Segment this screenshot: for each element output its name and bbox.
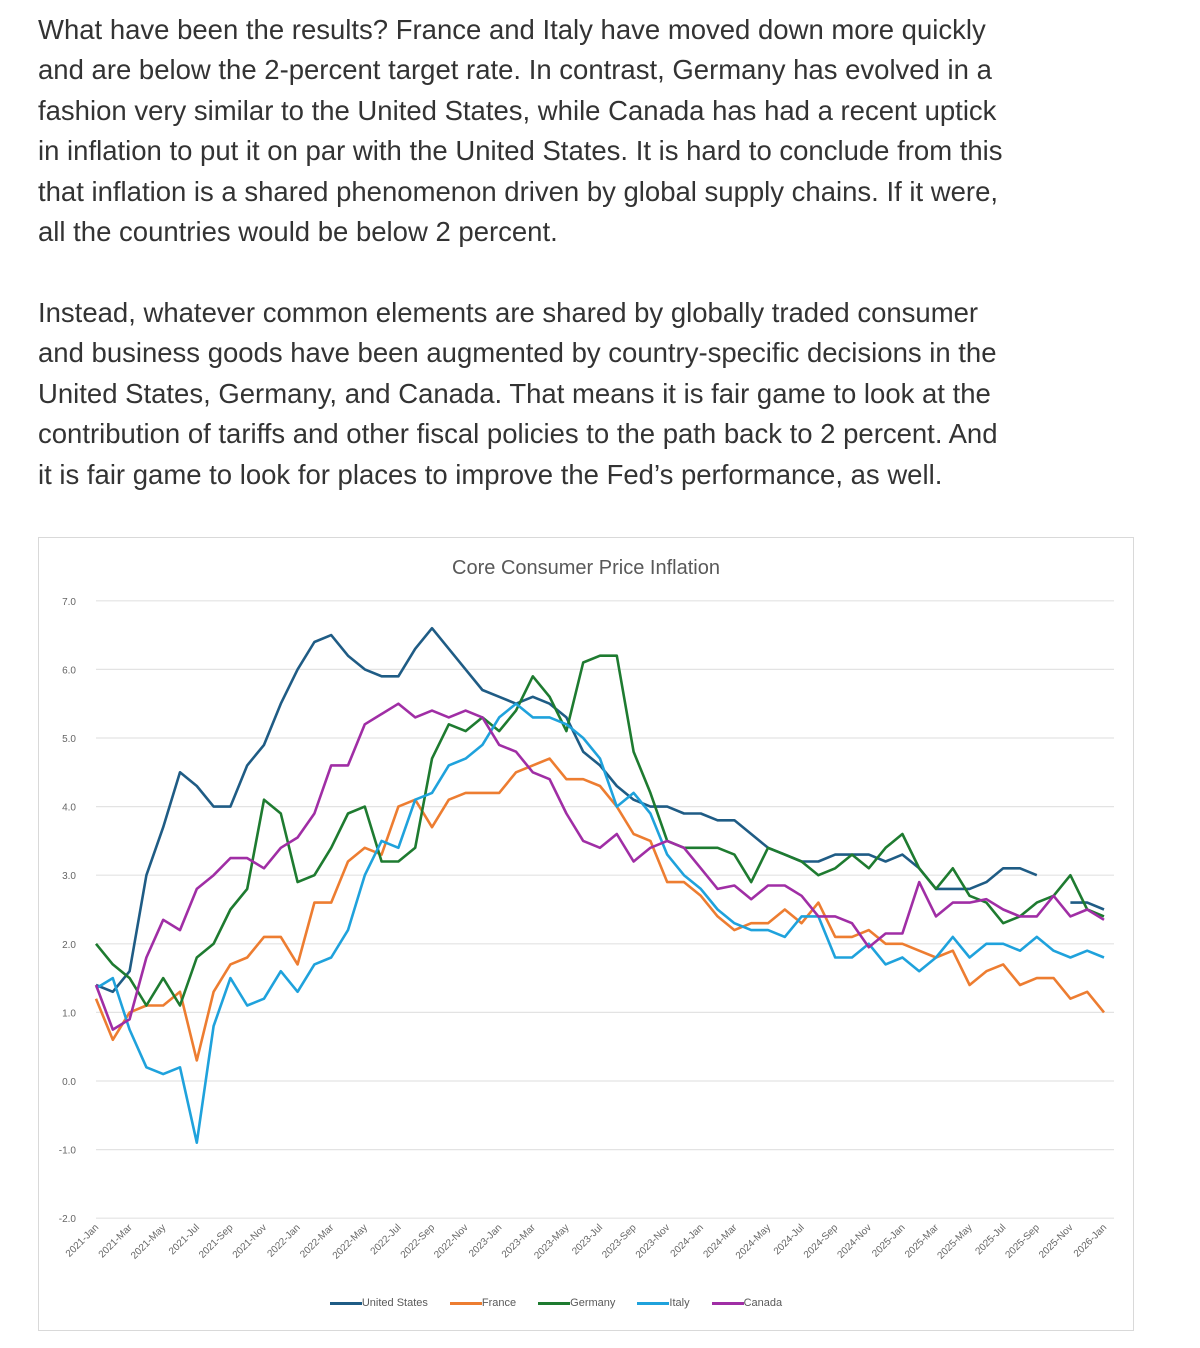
series-line <box>95 626 1038 994</box>
x-tick-label: 2021-Jan <box>64 1222 101 1259</box>
legend-item: Italy <box>637 1297 690 1309</box>
legend-item: United States <box>329 1297 428 1309</box>
text-line: it is fair game to look for places to im… <box>38 458 943 490</box>
text-line: United States, Germany, and Canada. That… <box>38 377 991 409</box>
x-tick-label: 2025-May <box>935 1222 974 1261</box>
x-tick-label: 2022-Jan <box>265 1222 302 1259</box>
chart-canvas: Core Consumer Price Inflation 7.0 6.0 5.0 4… <box>59 557 1114 1262</box>
y-tick-label: -1.0 <box>59 1146 77 1157</box>
y-tick-label: 1.0 <box>62 1008 76 1019</box>
legend-item: Canada <box>711 1297 783 1309</box>
y-tick-label: 3.0 <box>62 871 76 882</box>
y-tick-label: 4.0 <box>62 803 76 814</box>
y-tick-label: 2.0 <box>62 940 76 951</box>
paragraph-results: What have been the results? France and I… <box>38 10 1188 252</box>
x-tick-label: 2023-May <box>532 1222 571 1261</box>
x-tick-label: 2021-Nov <box>231 1222 269 1260</box>
series-line <box>94 757 1106 1062</box>
text-line: What have been the results? France and I… <box>38 14 986 45</box>
legend-swatch <box>711 1301 744 1305</box>
legend-swatch <box>449 1301 482 1305</box>
legend-swatch <box>329 1301 362 1305</box>
x-tick-label: 2022-May <box>331 1222 370 1261</box>
legend-label: Italy <box>669 1297 690 1309</box>
x-tick-label: 2023-Nov <box>634 1222 672 1260</box>
chart-legend: United States France Germany Italy Canada <box>39 1297 1133 1309</box>
text-line: all the countries would be below 2 perce… <box>38 216 558 248</box>
series-france <box>94 757 1106 1062</box>
text-line: and are below the 2-percent target rate.… <box>38 54 992 86</box>
legend-label: Germany <box>570 1297 616 1309</box>
legend-item: Germany <box>538 1297 615 1309</box>
x-tick-label: 2025-Jan <box>870 1222 907 1259</box>
series-line <box>95 702 1105 1145</box>
x-tick-label: 2024-Sep <box>802 1222 841 1261</box>
x-tick-label: 2022-Sep <box>399 1222 438 1261</box>
x-tick-label: 2022-Nov <box>432 1222 470 1260</box>
x-tick-label: 2021-May <box>129 1222 168 1261</box>
y-tick-label: 7.0 <box>62 597 76 608</box>
legend-label: France <box>481 1297 517 1309</box>
legend-label: United States <box>361 1297 428 1309</box>
text-line: contribution of tariffs and other fiscal… <box>38 418 998 450</box>
series-line <box>94 654 1105 1007</box>
x-tick-label: 2024-Jan <box>669 1222 706 1259</box>
text-line: and business goods have been augmented b… <box>38 337 997 369</box>
y-tick-label: 0.0 <box>62 1077 76 1088</box>
series-canada <box>94 702 1105 1031</box>
text-line: Instead, whatever common elements are sh… <box>38 297 979 328</box>
inflation-chart: Core Consumer Price Inflation 7.0 6.0 5.0 4… <box>38 537 1134 1331</box>
y-tick-label: -2.0 <box>59 1214 77 1225</box>
x-tick-label: 2025-Sep <box>1003 1222 1042 1261</box>
legend-label: Canada <box>743 1297 783 1309</box>
legend-item: France <box>449 1297 517 1309</box>
series-line <box>94 702 1105 1031</box>
y-tick-label: 5.0 <box>62 734 76 745</box>
x-tick-label: 2024-Nov <box>835 1222 873 1260</box>
x-tick-label: 2026-Jan <box>1072 1222 1109 1259</box>
y-tick-label: 6.0 <box>62 665 76 676</box>
series-united-states <box>95 626 1105 994</box>
series-italy <box>95 702 1105 1145</box>
chart-title: Core Consumer Price Inflation <box>452 557 720 579</box>
x-tick-label: 2025-Nov <box>1037 1222 1075 1260</box>
legend-swatch <box>637 1301 670 1305</box>
x-tick-label: 2023-Jan <box>467 1222 504 1259</box>
legend-swatch <box>538 1301 571 1305</box>
x-tick-label: 2024-May <box>734 1222 773 1261</box>
paragraph-instead: Instead, whatever common elements are sh… <box>38 293 1188 495</box>
text-line: fashion very similar to the United State… <box>38 94 997 126</box>
series-line <box>1070 901 1105 911</box>
x-tick-label: 2023-Sep <box>600 1222 639 1261</box>
text-line: in inflation to put it on par with the U… <box>38 135 1003 167</box>
text-line: that inflation is a shared phenomenon dr… <box>38 175 999 207</box>
x-tick-label: 2021-Sep <box>197 1222 236 1261</box>
